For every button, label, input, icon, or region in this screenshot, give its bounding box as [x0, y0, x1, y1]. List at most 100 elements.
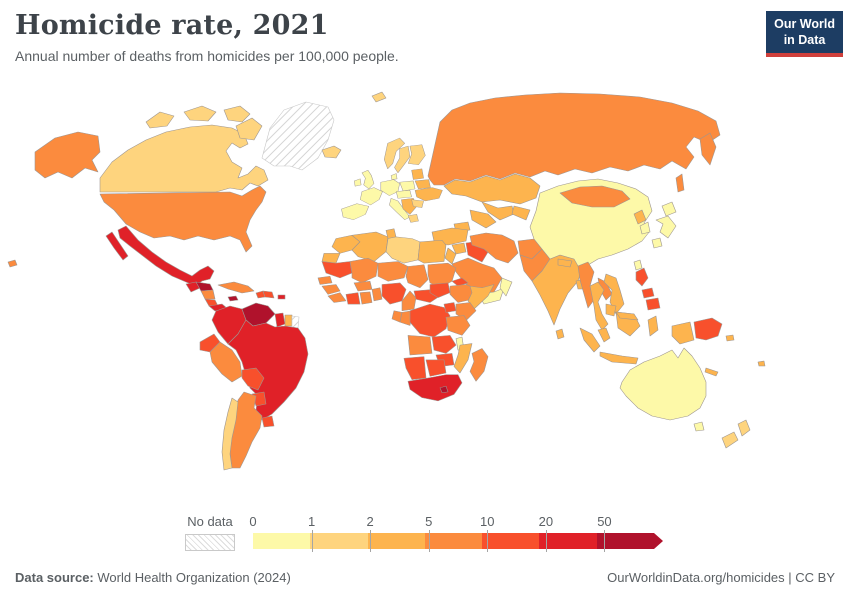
country-sierra-leone[interactable] — [327, 292, 347, 303]
country-south-korea[interactable] — [639, 221, 651, 235]
country-united-states[interactable] — [99, 185, 267, 253]
country-new-caledonia[interactable] — [704, 367, 719, 377]
country-mali[interactable] — [349, 257, 379, 284]
country-taiwan[interactable] — [633, 259, 643, 271]
legend-no-data-swatch[interactable] — [185, 534, 235, 551]
country-baltic-states[interactable] — [411, 168, 424, 180]
country-thailand[interactable] — [589, 281, 609, 331]
country-poland[interactable] — [399, 180, 416, 192]
country-libya[interactable] — [385, 236, 421, 264]
country-mozambique[interactable] — [453, 343, 473, 374]
country-syria[interactable] — [451, 242, 467, 255]
country-tanzania[interactable] — [445, 315, 471, 336]
country-guyana[interactable] — [274, 312, 286, 328]
legend-bin-segment[interactable] — [253, 533, 311, 549]
country-solomon-islands[interactable] — [725, 334, 735, 342]
country-canada[interactable] — [235, 117, 263, 141]
country-indonesia-sulawesi[interactable] — [647, 315, 659, 337]
country-japan[interactable] — [651, 237, 663, 249]
country-cuba[interactable] — [217, 281, 255, 294]
country-belarus[interactable] — [414, 179, 431, 190]
legend-bin-segment[interactable] — [424, 533, 483, 549]
country-south-africa[interactable] — [407, 374, 463, 402]
country-cameroon[interactable] — [401, 290, 417, 311]
country-malaysia[interactable] — [597, 327, 611, 343]
country-uruguay[interactable] — [261, 415, 275, 428]
country-turkmenistan[interactable] — [469, 209, 497, 229]
country-greece[interactable] — [407, 214, 419, 223]
country-somalia[interactable] — [467, 284, 495, 310]
country-north-korea[interactable] — [633, 209, 647, 225]
country-japan[interactable] — [655, 215, 677, 239]
country-russia-kamchatka[interactable] — [699, 132, 717, 166]
country-greenland[interactable] — [261, 101, 335, 171]
country-mexico-baja[interactable] — [105, 231, 129, 261]
country-united-kingdom[interactable] — [361, 169, 375, 190]
country-lesotho[interactable] — [439, 385, 449, 393]
country-south-sudan[interactable] — [429, 282, 451, 298]
country-fiji[interactable] — [757, 360, 766, 367]
legend-bin-segment[interactable] — [596, 533, 654, 549]
country-papua-new-guinea[interactable] — [693, 317, 723, 341]
country-congo[interactable] — [399, 310, 413, 326]
country-philippines-luzon[interactable] — [635, 267, 649, 287]
country-nicaragua[interactable] — [200, 289, 216, 300]
country-eritrea[interactable] — [451, 277, 469, 287]
country-romania[interactable] — [411, 199, 424, 208]
legend-bin-segment[interactable] — [482, 533, 540, 549]
country-chad[interactable] — [405, 264, 429, 289]
country-mongolia[interactable] — [559, 185, 631, 208]
country-kyrgyzstan[interactable] — [511, 205, 531, 221]
country-kazakhstan[interactable] — [443, 173, 541, 205]
country-ghana[interactable] — [359, 291, 373, 305]
country-indonesia-sumatra[interactable] — [579, 327, 601, 353]
country-botswana[interactable] — [425, 359, 447, 377]
country-dominican-republic[interactable] — [262, 290, 275, 299]
legend-bin-segment[interactable] — [367, 533, 425, 549]
country-ukraine[interactable] — [414, 187, 443, 202]
country-algeria[interactable] — [351, 231, 389, 262]
country-japan[interactable] — [661, 201, 677, 217]
country-ivory-coast[interactable] — [345, 292, 361, 305]
country-ireland[interactable] — [354, 178, 362, 187]
country-svalbard[interactable] — [371, 91, 387, 103]
country-central-europe[interactable] — [395, 190, 412, 199]
country-sri-lanka[interactable] — [555, 328, 565, 340]
country-mauritania[interactable] — [321, 261, 353, 279]
country-brazil[interactable] — [227, 319, 309, 421]
country-egypt[interactable] — [417, 239, 447, 264]
country-mexico[interactable] — [117, 225, 215, 287]
country-uganda[interactable] — [443, 302, 457, 313]
country-denmark[interactable] — [390, 173, 398, 180]
country-oman[interactable] — [499, 277, 513, 297]
country-guinea[interactable] — [321, 284, 341, 295]
country-sweden[interactable] — [394, 145, 411, 174]
country-indonesia-java[interactable] — [599, 351, 639, 365]
legend-bin-segment[interactable] — [539, 533, 597, 549]
country-madagascar[interactable] — [469, 348, 489, 382]
country-new-zealand-south[interactable] — [721, 431, 739, 449]
country-australia-tasmania[interactable] — [693, 421, 705, 432]
country-namibia[interactable] — [403, 356, 427, 380]
legend-bin-segment[interactable] — [310, 533, 368, 549]
country-chile[interactable] — [221, 397, 239, 471]
country-russia[interactable] — [427, 92, 721, 186]
country-italy[interactable] — [389, 198, 411, 220]
country-australia[interactable] — [619, 347, 707, 421]
country-angola[interactable] — [407, 335, 433, 356]
country-senegal[interactable] — [317, 276, 333, 285]
country-united-states-hawaii[interactable] — [7, 259, 18, 268]
country-russia-sakhalin[interactable] — [675, 173, 685, 193]
country-burkina-faso[interactable] — [353, 280, 373, 292]
country-benin[interactable] — [371, 287, 383, 302]
country-iran[interactable] — [469, 232, 519, 264]
country-cambodia[interactable] — [605, 303, 617, 317]
country-bolivia[interactable] — [241, 367, 265, 391]
country-norway[interactable] — [383, 137, 406, 170]
country-united-states-alaska[interactable] — [34, 131, 101, 179]
country-zambia[interactable] — [431, 335, 457, 354]
country-france[interactable] — [359, 187, 383, 206]
country-philippines-visayas[interactable] — [641, 287, 655, 299]
country-suriname[interactable] — [284, 314, 293, 327]
country-canada[interactable] — [223, 105, 251, 123]
